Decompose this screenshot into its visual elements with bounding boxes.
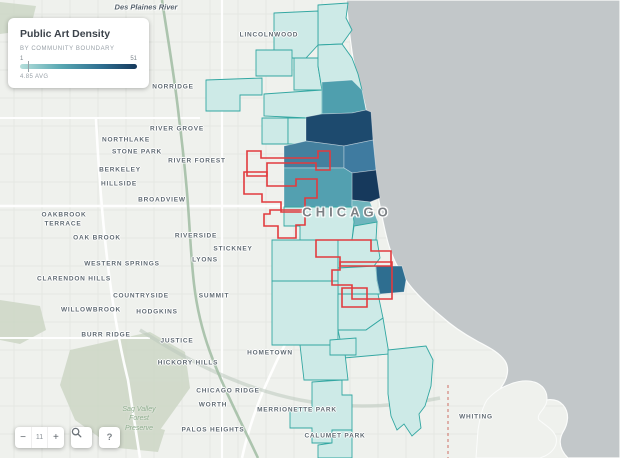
map-label-river-forest: RIVER FOREST: [168, 157, 226, 165]
community-area-region[interactable]: [287, 117, 309, 145]
map-label-stickney: STICKNEY: [213, 245, 253, 253]
search-button[interactable]: [71, 427, 92, 448]
highlight-boundary-outlines: [243, 150, 393, 308]
forest-label-line2: Forest: [129, 415, 149, 423]
map-label-oakbrook: OAKBROOK: [41, 211, 87, 219]
community-area-region[interactable]: [343, 139, 377, 174]
help-button[interactable]: ?: [99, 427, 120, 448]
map-label-terrace: TERRACE: [44, 220, 82, 228]
forest-preserve-areas: [0, 2, 190, 452]
map-label-northlake: NORTHLAKE: [101, 136, 151, 144]
community-area-region[interactable]: [375, 265, 407, 295]
map-label-chicago-ridge: CHICAGO RIDGE: [196, 387, 260, 395]
map-label-hodgkins: HODGKINS: [136, 308, 178, 316]
forest-label-line1: Sag Valley: [122, 405, 156, 413]
map-label-burr-ridge: BURR RIDGE: [81, 331, 131, 339]
map-label-des-plaines-river: Des Plaines River: [114, 2, 178, 12]
map-label-river-grove: RIVER GROVE: [150, 125, 204, 133]
zoom-level-indicator: 11: [31, 427, 48, 448]
map-label-oak-brook: OAK BROOK: [73, 234, 121, 242]
map-label-palos-heights: PALOS HEIGHTS: [181, 426, 245, 434]
map-label-sag-valley-forest-preserve: Sag Valley Forest Preserve: [122, 405, 155, 433]
map-label-berkeley: BERKELEY: [99, 166, 141, 174]
map-label-whiting: WHITING: [459, 413, 493, 421]
legend-average-label: 4.85 AVG: [20, 74, 49, 80]
community-area-region[interactable]: [337, 265, 381, 295]
map-label-lincolnwood: LINCOLNWOOD: [239, 31, 299, 39]
legend-scale-min: 1: [20, 56, 24, 62]
map-label-lyons: LYONS: [192, 256, 218, 264]
map-label-willowbrook: WILLOWBROOK: [60, 306, 122, 314]
community-area-region[interactable]: [255, 49, 293, 77]
forest-label-line3: Preserve: [124, 424, 153, 432]
major-roads: [0, 0, 354, 458]
map-label-hillside: HILLSIDE: [100, 180, 138, 188]
community-area-region[interactable]: [387, 345, 434, 437]
community-area-region[interactable]: [317, 43, 363, 91]
community-area-region[interactable]: [263, 89, 323, 119]
map-label-summit: SUMMIT: [198, 292, 230, 300]
search-icon: [71, 427, 82, 438]
map-label-riverside: RIVERSIDE: [174, 232, 218, 240]
community-area-region[interactable]: [205, 77, 263, 112]
zoom-out-button[interactable]: −: [20, 432, 27, 443]
community-area-region[interactable]: [271, 239, 339, 282]
map-label-worth: WORTH: [198, 401, 228, 409]
map-label-justice: JUSTICE: [160, 337, 194, 345]
community-area-region[interactable]: [271, 280, 339, 346]
map-label-western-springs: WESTERN SPRINGS: [84, 260, 160, 268]
map-label-clarendon-hills: CLARENDON HILLS: [36, 275, 112, 283]
map-label-chicago: CHICAGO: [302, 204, 392, 220]
map-label-calumet-park: CALUMET PARK: [304, 432, 366, 440]
legend-card: Public Art Density BY COMMUNITY BOUNDARY…: [8, 18, 149, 88]
legend-gradient-bar: [20, 61, 137, 72]
community-area-region[interactable]: [283, 140, 345, 169]
map-label-merrionette-park: MERRIONETTE PARK: [257, 406, 337, 414]
community-area-region[interactable]: [317, 429, 353, 458]
community-area-region[interactable]: [283, 167, 353, 208]
legend-title: Public Art Density: [20, 28, 111, 40]
legend-subtitle: BY COMMUNITY BOUNDARY: [20, 46, 115, 52]
zoom-control[interactable]: − 11 +: [15, 427, 64, 448]
map-label-countryside: COUNTRYSIDE: [113, 292, 169, 300]
map-label-hometown: HOMETOWN: [247, 349, 293, 357]
community-area-region[interactable]: [305, 109, 374, 147]
map-label-norridge: NORRIDGE: [152, 83, 194, 91]
des-plaines-river: [160, 0, 260, 458]
community-area-region[interactable]: [351, 169, 381, 203]
legend-scale-max: 51: [130, 56, 137, 62]
map-label-stone-park: STONE PARK: [111, 148, 163, 156]
zoom-in-button[interactable]: +: [52, 432, 59, 443]
community-area-region[interactable]: [337, 239, 381, 269]
map-label-hickory-hills: HICKORY HILLS: [157, 359, 219, 367]
community-area-region[interactable]: [329, 337, 357, 356]
legend-average-tick: [28, 61, 29, 72]
community-area-region[interactable]: [261, 117, 289, 145]
map-label-broadview: BROADVIEW: [138, 196, 186, 204]
